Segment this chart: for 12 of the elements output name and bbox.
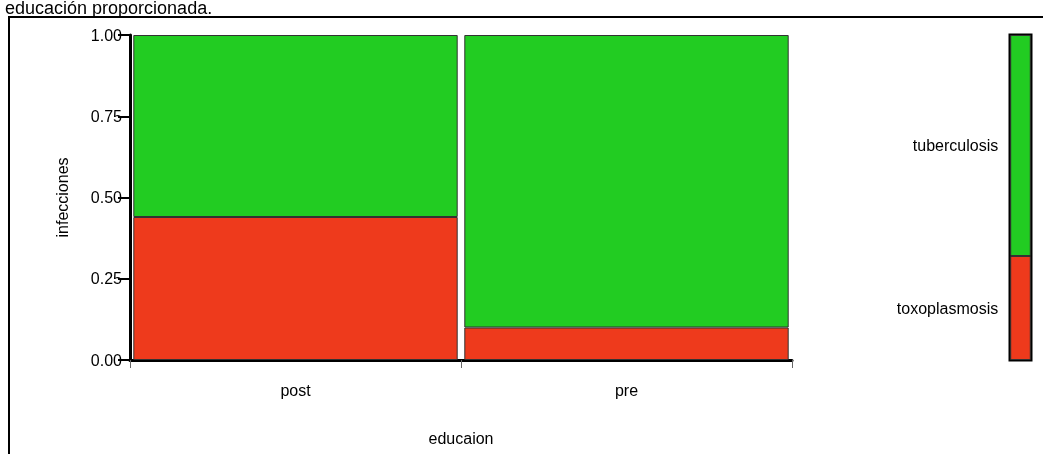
x-tick-label: pre (614, 381, 639, 399)
series-label: toxoplasmosis (896, 299, 999, 317)
series-label: tuberculosis (912, 137, 999, 154)
y-tick-label: 1.00 (90, 26, 123, 44)
y-tick-label: 0.00 (90, 351, 123, 369)
chart-title: educación proporcionada. (5, 0, 213, 18)
y-axis-title: infecciones (53, 157, 71, 238)
x-tick-label: post (280, 381, 312, 399)
x-axis-title: educaion (428, 429, 494, 447)
y-tick-label: 0.50 (90, 189, 123, 206)
y-tick-label: 0.75 (90, 107, 123, 125)
y-tick-label: 0.25 (90, 270, 123, 288)
